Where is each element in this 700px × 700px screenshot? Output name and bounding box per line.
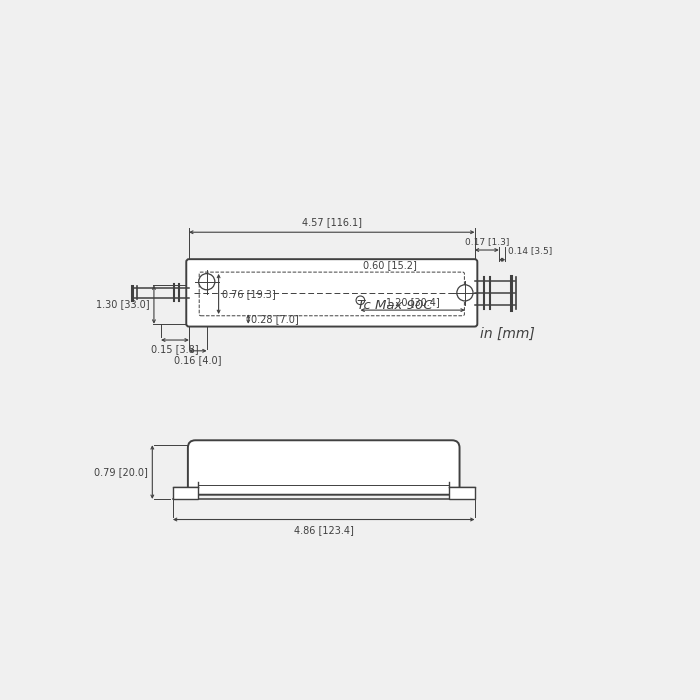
Text: 0.14 [3.5]: 0.14 [3.5] bbox=[508, 246, 552, 256]
Bar bbox=[173, 487, 198, 499]
Text: Tc Max 90C: Tc Max 90C bbox=[357, 299, 433, 312]
Circle shape bbox=[199, 274, 215, 290]
Text: in [mm]: in [mm] bbox=[480, 326, 534, 340]
Text: 0.76 [19.3]: 0.76 [19.3] bbox=[222, 289, 276, 299]
Bar bbox=[449, 487, 475, 499]
Text: 0.79 [20.0]: 0.79 [20.0] bbox=[94, 467, 148, 477]
Circle shape bbox=[457, 285, 473, 301]
Text: 4.86 [123.4]: 4.86 [123.4] bbox=[294, 525, 354, 535]
Text: 0.15 [3.8]: 0.15 [3.8] bbox=[151, 344, 199, 354]
FancyBboxPatch shape bbox=[186, 259, 477, 326]
Text: 1.20 [30.4]: 1.20 [30.4] bbox=[386, 297, 440, 307]
Text: 1.30 [33.0]: 1.30 [33.0] bbox=[96, 300, 150, 309]
Text: 0.17 [1.3]: 0.17 [1.3] bbox=[465, 237, 509, 246]
Circle shape bbox=[356, 296, 365, 304]
Text: 4.57 [116.1]: 4.57 [116.1] bbox=[302, 217, 362, 227]
Text: 0.28 [7.0]: 0.28 [7.0] bbox=[251, 314, 299, 324]
Text: 0.16 [4.0]: 0.16 [4.0] bbox=[174, 355, 222, 365]
Text: 0.60 [15.2]: 0.60 [15.2] bbox=[363, 260, 417, 270]
FancyBboxPatch shape bbox=[188, 440, 459, 495]
